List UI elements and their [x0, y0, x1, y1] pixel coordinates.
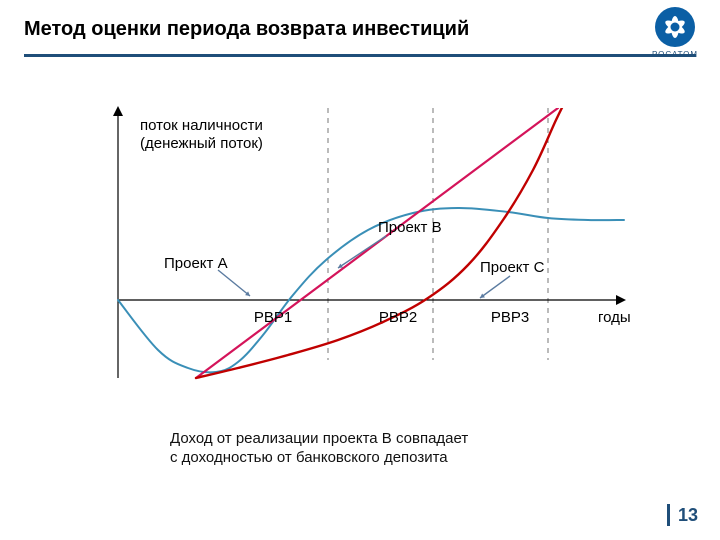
svg-text:PBP2: PBP2 — [379, 309, 417, 326]
chart-caption: Доход от реализации проекта В совпадает … — [170, 430, 468, 468]
payback-chart: PBP1 PBP2 PBP3 годы поток наличности(денежны… — [78, 100, 638, 410]
rosatom-logo: РОСАТОМ — [652, 6, 698, 62]
svg-text:годы: годы — [598, 309, 631, 326]
title-underline — [24, 54, 696, 57]
slide-number: 13 — [678, 505, 698, 526]
caption-line1: Доход от реализации проекта В совпадает — [170, 430, 468, 447]
caption-line2: с доходностью от банковского депозита — [170, 449, 448, 466]
svg-text:Проект С: Проект С — [480, 259, 545, 276]
svg-text:Проект В: Проект В — [378, 219, 442, 236]
svg-text:Проект А: Проект А — [164, 255, 228, 272]
svg-text:поток наличности: поток наличности — [140, 117, 263, 134]
svg-text:PBP1: PBP1 — [254, 309, 292, 326]
svg-text:(денежный поток): (денежный поток) — [140, 135, 263, 152]
slide-number-tick — [667, 504, 670, 526]
svg-text:PBP3: PBP3 — [491, 309, 529, 326]
payback-chart-svg: PBP1 PBP2 PBP3 годы поток наличности(денежны… — [78, 100, 638, 410]
rosatom-logo-icon — [654, 6, 696, 48]
slide-title: Метод оценки периода возврата инвестиций — [24, 18, 469, 41]
rosatom-logo-label: РОСАТОМ — [652, 50, 698, 59]
